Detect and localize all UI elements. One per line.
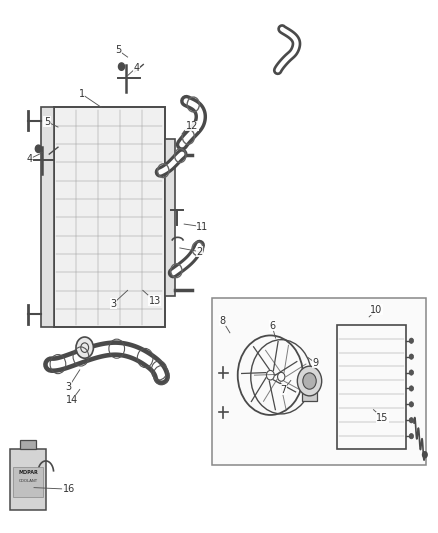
- Circle shape: [35, 145, 42, 152]
- Bar: [10, 449, 46, 511]
- Circle shape: [409, 402, 413, 407]
- Text: 5: 5: [44, 117, 50, 127]
- Text: 9: 9: [313, 358, 319, 368]
- Text: 5: 5: [115, 45, 121, 55]
- Circle shape: [118, 63, 124, 70]
- Circle shape: [409, 418, 413, 423]
- Bar: [13, 467, 43, 497]
- Text: 4: 4: [133, 63, 139, 72]
- Text: 3: 3: [66, 382, 72, 392]
- Circle shape: [303, 373, 316, 389]
- Text: 13: 13: [148, 296, 161, 306]
- Bar: [336, 325, 406, 449]
- Circle shape: [409, 386, 413, 391]
- Circle shape: [422, 451, 428, 458]
- Text: 8: 8: [219, 316, 226, 326]
- Text: 15: 15: [376, 413, 389, 423]
- Circle shape: [297, 366, 322, 396]
- Text: 16: 16: [63, 484, 75, 494]
- Text: COOLANT: COOLANT: [18, 479, 38, 483]
- Text: 2: 2: [196, 247, 202, 257]
- Bar: [165, 139, 175, 296]
- Text: 10: 10: [371, 305, 383, 315]
- Circle shape: [409, 338, 413, 343]
- Text: 6: 6: [269, 321, 275, 331]
- Bar: [302, 388, 318, 401]
- Bar: [53, 108, 165, 327]
- Text: 11: 11: [196, 222, 208, 232]
- Text: 1: 1: [79, 89, 85, 99]
- Circle shape: [409, 433, 413, 439]
- Text: MOPAR: MOPAR: [18, 470, 38, 475]
- Text: 4: 4: [27, 154, 33, 164]
- Text: 14: 14: [66, 395, 78, 405]
- Circle shape: [409, 370, 413, 375]
- Text: 7: 7: [280, 384, 286, 394]
- Circle shape: [409, 354, 413, 359]
- Text: 3: 3: [110, 298, 117, 309]
- Bar: [42, 108, 53, 327]
- Text: 12: 12: [186, 121, 198, 131]
- Bar: [20, 440, 36, 449]
- Circle shape: [76, 337, 93, 358]
- Bar: [212, 298, 426, 465]
